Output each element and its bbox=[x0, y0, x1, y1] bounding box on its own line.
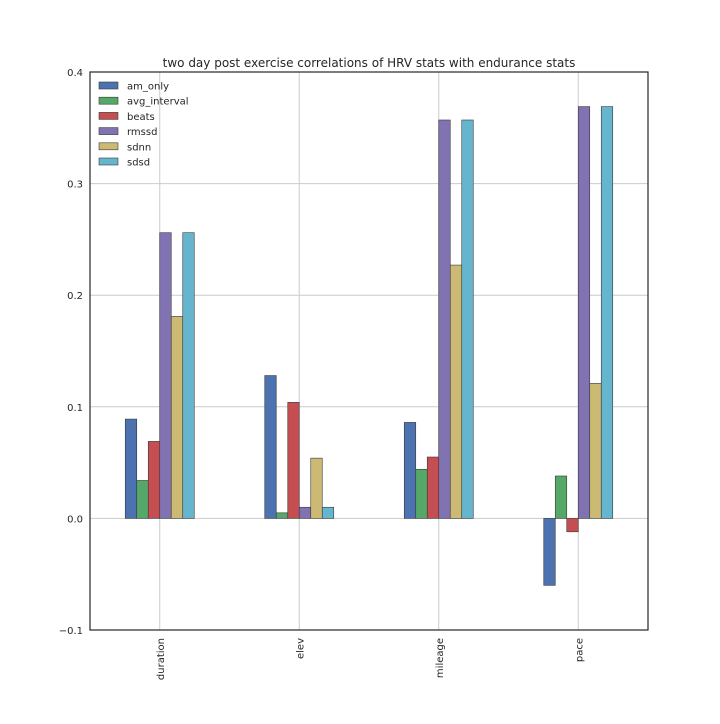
legend-swatch-sdnn bbox=[98, 142, 119, 151]
bar-am_only-mileage bbox=[403, 422, 417, 519]
legend-label-avg_interval: avg_interval bbox=[127, 97, 189, 108]
bar-sdsd-pace bbox=[600, 106, 614, 519]
legend-label-rmssd: rmssd bbox=[127, 127, 157, 138]
bar-sdnn-mileage bbox=[449, 264, 463, 519]
bar-rmssd-duration bbox=[159, 232, 172, 519]
y-tick-label: 0.4 bbox=[67, 68, 83, 79]
x-tick-label: pace bbox=[574, 638, 585, 662]
bar-am_only-pace bbox=[543, 518, 556, 586]
bar-sdnn-pace bbox=[589, 383, 602, 519]
x-tick-label: elev bbox=[295, 638, 306, 659]
legend-swatch-am_only bbox=[98, 81, 119, 90]
bar-rmssd-mileage bbox=[438, 119, 451, 519]
chart-title: two day post exercise correlations of HR… bbox=[163, 56, 576, 70]
y-tick-label: 0.1 bbox=[67, 403, 83, 414]
x-tick-label: duration bbox=[156, 638, 167, 680]
y-tick-label: 0.0 bbox=[67, 514, 83, 525]
legend-label-beats: beats bbox=[127, 112, 155, 123]
y-tick-label: 0.2 bbox=[67, 291, 83, 302]
x-tick-label: mileage bbox=[435, 638, 446, 678]
y-tick-label: −0.1 bbox=[59, 626, 83, 637]
legend-label-sdsd: sdsd bbox=[127, 158, 150, 169]
bar-avg_interval-elev bbox=[275, 512, 289, 519]
legend-label-sdnn: sdnn bbox=[127, 142, 151, 153]
bar-rmssd-pace bbox=[577, 106, 591, 519]
axes-frame bbox=[89, 71, 649, 631]
y-tick-label: 0.3 bbox=[67, 180, 83, 191]
bar-sdsd-mileage bbox=[461, 119, 474, 519]
bar-am_only-duration bbox=[124, 418, 138, 519]
bar-rmssd-elev bbox=[298, 506, 312, 519]
legend-swatch-sdsd bbox=[98, 157, 119, 166]
bar-beats-duration bbox=[147, 441, 161, 519]
bar-beats-mileage bbox=[426, 456, 440, 519]
bar-sdnn-duration bbox=[170, 316, 184, 519]
bar-avg_interval-pace bbox=[554, 475, 568, 519]
bar-sdsd-duration bbox=[182, 232, 195, 519]
legend-label-am_only: am_only bbox=[127, 82, 169, 93]
bar-beats-pace bbox=[566, 518, 579, 533]
legend-swatch-rmssd bbox=[98, 127, 119, 135]
bar-beats-elev bbox=[287, 402, 300, 519]
bar-avg_interval-mileage bbox=[415, 468, 428, 519]
bar-sdnn-elev bbox=[310, 457, 323, 519]
bar-avg_interval-duration bbox=[136, 480, 149, 519]
bar-sdsd-elev bbox=[321, 506, 335, 519]
bar-am_only-elev bbox=[264, 375, 277, 519]
legend-swatch-beats bbox=[98, 112, 119, 120]
legend-swatch-avg_interval bbox=[98, 96, 119, 105]
